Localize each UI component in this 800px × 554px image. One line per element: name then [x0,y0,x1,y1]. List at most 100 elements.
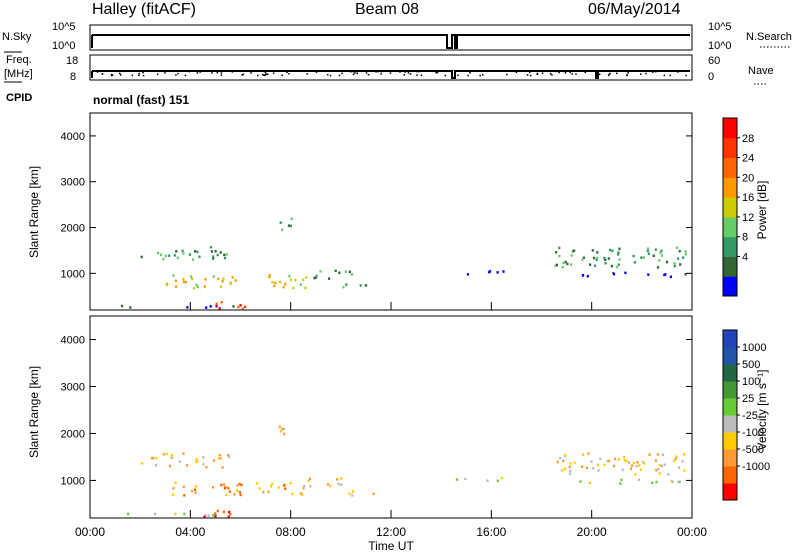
nave-dot [164,72,166,74]
data-cell [350,273,354,276]
nave-dot [306,73,308,75]
data-cell [159,253,163,257]
data-cell [643,462,646,465]
nave-dot [220,74,223,76]
y-tick-label: 2000 [61,428,85,440]
data-cell [566,262,569,266]
y-tick-label: 2000 [61,223,85,235]
nave-label: Nave [748,65,774,77]
colorbar-swatch [723,449,737,467]
x-tick-label: 16:00 [476,525,506,539]
data-cell [287,224,291,227]
data-cell [292,286,295,290]
data-cell [617,253,620,256]
data-cell [684,253,687,256]
data-cell [603,256,606,260]
nave-dot [627,72,629,74]
data-cell [162,453,165,456]
data-cell [556,460,559,464]
data-cell [596,463,600,467]
nave-dot [272,72,275,74]
data-cell [191,258,195,261]
data-cell [558,254,561,258]
colorbar-swatch [723,347,737,365]
data-cell [289,278,292,281]
data-cell [555,263,558,267]
nave-dot [389,72,392,74]
nave-dot [281,74,283,76]
data-cell [571,250,574,253]
nsky-strip-frame [89,24,693,51]
colorbar-tick-label: 20 [742,172,754,184]
data-cell [220,285,223,288]
nave-dot [126,70,129,72]
data-cell [204,278,207,281]
data-cell [639,468,642,471]
x-tick-label: 08:00 [276,525,306,539]
data-cell [587,452,590,455]
nave-dot [156,73,159,75]
data-cell [607,459,610,463]
data-cell [176,256,179,260]
data-cell [592,256,596,260]
data-cell [635,464,638,468]
nave-dot [618,70,620,72]
data-cell [210,250,213,253]
data-cell [660,464,663,468]
data-cell [281,427,284,431]
data-cell [660,249,663,253]
data-cell [604,261,607,265]
nave-dot [584,71,586,73]
nave-dot [267,73,269,76]
data-cell [120,304,124,308]
data-cell [559,456,562,460]
panel-frame [89,315,693,519]
data-cell [239,304,242,307]
data-cell [186,306,189,309]
data-cell [267,490,270,493]
nave-dot [663,74,666,77]
nave-dot [575,73,577,75]
data-cell [271,482,274,486]
data-cell [194,491,197,495]
data-cell [294,278,297,282]
nave-dot [111,74,113,77]
data-cell [214,514,217,518]
data-cell [596,256,599,260]
data-cell [589,263,592,266]
nave-dot [469,72,471,74]
data-cell [279,430,283,433]
y-tick-label: 4000 [61,131,85,143]
colorbar-swatch [723,330,737,348]
nave-dot [356,72,358,75]
nave-dot [211,72,213,74]
y-tick-label: 1000 [61,268,85,280]
data-cell [241,307,244,310]
power-ylabel: Slant Range [km] [27,166,41,258]
beam-title: Beam 08 [355,1,419,18]
nave-dot [365,72,368,74]
data-cells [120,217,687,310]
nave-tick-top: 60 [708,55,720,67]
data-cell [222,510,225,514]
data-cell [671,480,674,484]
data-cell [496,479,499,482]
colorbar-swatch [723,483,737,501]
data-cell [329,484,332,488]
y-tick-label: 1000 [61,475,85,487]
data-cell [319,270,322,273]
colorbar-tick-label: 4 [742,251,748,263]
data-cell [658,464,661,467]
nave-dot [196,70,198,73]
nave-dot [526,74,529,76]
y-tick-label: 3000 [61,177,85,189]
data-cell [561,265,564,269]
data-cell [634,473,637,476]
data-cell [289,481,292,485]
colorbar-tick-label: 12 [742,212,754,224]
nave-dot [352,70,355,73]
data-cell [345,283,348,286]
data-cell [617,251,620,254]
nave-dot [417,70,420,73]
data-cell [182,277,185,281]
